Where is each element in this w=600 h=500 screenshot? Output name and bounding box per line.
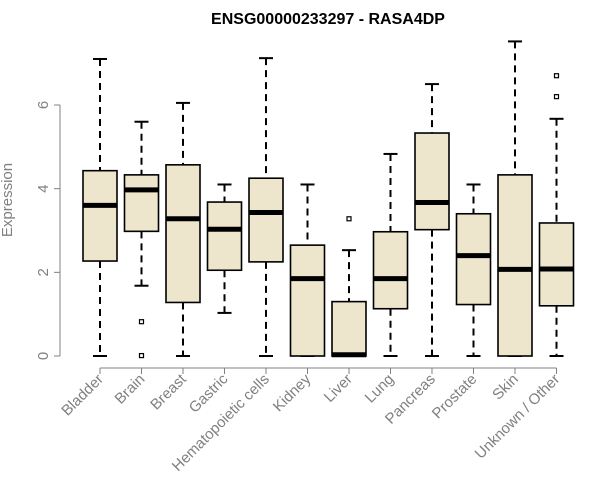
chart-title: ENSG00000233297 - RASA4DP: [211, 11, 445, 28]
y-axis: 0 2 4 6: [35, 101, 61, 360]
box-prostate: [455, 183, 492, 357]
x-tick-label-lung: Lung: [362, 371, 398, 407]
x-tick-label-brain: Brain: [112, 371, 149, 408]
x-tick-label-prostate: Prostate: [429, 371, 481, 423]
y-tick-label-6: 6: [35, 101, 52, 109]
iqr-box: [206, 201, 243, 272]
x-tick-label-bladder: Bladder: [58, 371, 107, 420]
iqr-box: [248, 177, 284, 263]
x-tick-label-kidney: Kidney: [270, 370, 315, 415]
box-unknown-other: [538, 73, 575, 357]
box-breast: [165, 101, 201, 357]
x-tick-label-breast: Breast: [147, 370, 190, 413]
iqr-box: [372, 230, 409, 310]
y-tick-label-4: 4: [35, 184, 52, 192]
iqr-box: [289, 244, 326, 357]
box-gastric: [206, 183, 243, 314]
box-brain: [123, 120, 160, 359]
box-pancreas: [414, 83, 450, 357]
x-tick-label-skin: Skin: [489, 371, 522, 404]
outlier-point: [138, 319, 145, 325]
iqr-box: [414, 132, 450, 231]
iqr-box: [455, 212, 492, 306]
y-tick-label-2: 2: [35, 268, 52, 276]
iqr-box: [165, 164, 201, 304]
box-lung: [372, 152, 409, 357]
box-liver: [331, 216, 367, 358]
outlier-point: [553, 73, 560, 79]
outlier-point: [553, 94, 560, 100]
iqr-box: [82, 169, 118, 262]
outlier-point: [138, 352, 145, 359]
outlier-point: [346, 216, 352, 222]
y-axis-label: Expression: [0, 163, 16, 237]
box-hematopoietic-cells: [248, 57, 284, 357]
boxes-layer: [82, 40, 575, 359]
box-kidney: [289, 183, 326, 357]
y-tick-label-0: 0: [35, 352, 52, 360]
iqr-box: [123, 174, 160, 233]
box-bladder: [82, 57, 118, 357]
iqr-box: [538, 222, 575, 307]
iqr-box: [497, 174, 533, 357]
box-skin: [497, 40, 533, 357]
iqr-box: [331, 300, 367, 357]
x-tick-label-liver: Liver: [321, 371, 356, 406]
